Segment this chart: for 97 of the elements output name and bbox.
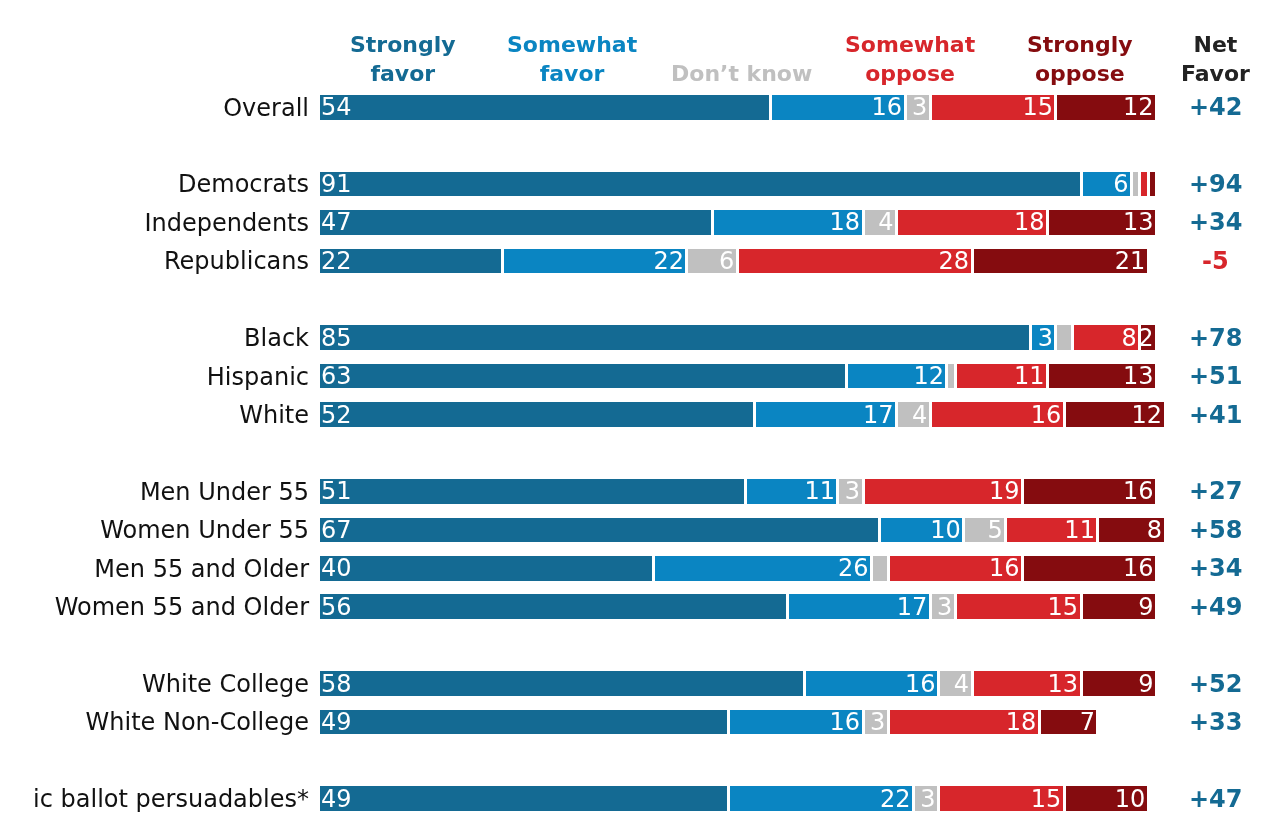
data-label: 13 xyxy=(1123,208,1154,237)
y-tick-label: Hispanic xyxy=(206,362,309,391)
text: +94 xyxy=(1189,170,1243,198)
text: +58 xyxy=(1189,516,1243,544)
text: +52 xyxy=(1189,670,1243,698)
data-label: 91 xyxy=(321,170,352,199)
data-label: 18 xyxy=(1014,208,1045,237)
text: +34 xyxy=(1189,208,1243,236)
text: -5 xyxy=(1202,247,1229,275)
text: +42 xyxy=(1189,93,1243,121)
data-label: 22 xyxy=(879,784,911,813)
data-label: 63 xyxy=(321,362,352,391)
data-label: 15 xyxy=(1030,784,1062,813)
data-label: 51 xyxy=(321,477,352,506)
data-label: 3 xyxy=(844,477,861,506)
data-label: 16 xyxy=(871,93,903,122)
data-label: 6 xyxy=(1113,170,1129,199)
data-label: 17 xyxy=(863,400,894,429)
text: +47 xyxy=(1189,785,1243,813)
data-label: 3 xyxy=(911,93,928,122)
y-tick-label: Republicans xyxy=(164,247,309,276)
data-label: 67 xyxy=(321,515,352,544)
data-label: 19 xyxy=(988,477,1020,506)
data-label: 18 xyxy=(829,208,861,237)
data-label: 7 xyxy=(1079,707,1095,736)
data-label: 8 xyxy=(1146,515,1162,544)
y-tick-label: White Non-College xyxy=(85,708,309,737)
data-label: 15 xyxy=(1047,592,1079,621)
data-label: 28 xyxy=(938,246,970,275)
data-label: 11 xyxy=(804,477,835,506)
data-label: 16 xyxy=(988,554,1020,583)
data-label: 13 xyxy=(1123,362,1154,391)
data-label: 5 xyxy=(987,515,1003,544)
y-tick-label: Men Under 55 xyxy=(139,477,309,506)
data-label: 17 xyxy=(896,592,928,621)
data-label: 85 xyxy=(321,323,352,352)
series-label: Strongly oppose xyxy=(1027,32,1133,86)
data-label: 40 xyxy=(321,554,352,583)
text: Somewhat favor xyxy=(507,32,638,86)
data-label: 10 xyxy=(930,515,961,544)
data-label: 3 xyxy=(1037,323,1053,352)
y-tick-label: White College xyxy=(142,669,309,698)
data-label: 8 xyxy=(1121,323,1137,352)
data-label: 22 xyxy=(653,246,684,275)
data-label: 16 xyxy=(1123,554,1154,583)
data-label: 16 xyxy=(829,707,861,736)
data-label: 58 xyxy=(321,669,352,698)
series-label: Strongly favor xyxy=(350,32,456,86)
y-tick-label: Independents xyxy=(144,208,309,237)
data-label: 49 xyxy=(321,784,352,813)
y-tick-label: Overall xyxy=(223,93,309,122)
data-label: 12 xyxy=(1123,93,1154,122)
data-label: 3 xyxy=(920,784,936,813)
data-label: 3 xyxy=(937,592,953,621)
data-label: 26 xyxy=(837,554,869,583)
data-label: 15 xyxy=(1022,93,1053,122)
y-tick-label: Women Under 55 xyxy=(100,516,309,545)
data-label: 6 xyxy=(719,246,735,275)
data-label: 13 xyxy=(1047,669,1079,698)
text: +51 xyxy=(1189,362,1243,390)
text: Don’t know xyxy=(671,61,813,86)
data-label: 52 xyxy=(321,400,352,429)
series-label: Somewhat oppose xyxy=(845,32,976,86)
data-label: 16 xyxy=(905,669,936,698)
y-tick-label: Men 55 and Older xyxy=(94,554,310,583)
data-label: 11 xyxy=(1064,515,1095,544)
data-label: 56 xyxy=(321,592,352,621)
data-label: 11 xyxy=(1014,362,1045,391)
data-label: 22 xyxy=(321,246,352,275)
data-label: 47 xyxy=(321,208,352,237)
text: +27 xyxy=(1189,477,1243,505)
data-label: 9 xyxy=(1138,669,1154,698)
y-tick-label: ic ballot persuadables* xyxy=(33,785,309,814)
data-label: 12 xyxy=(913,362,944,391)
data-label: 4 xyxy=(911,400,928,429)
text: +34 xyxy=(1189,554,1243,582)
data-label: 4 xyxy=(878,208,894,237)
text: +41 xyxy=(1189,401,1243,429)
y-tick-label: White xyxy=(239,400,309,429)
data-label: 21 xyxy=(1114,246,1146,275)
text: +33 xyxy=(1189,708,1243,736)
data-label: 18 xyxy=(1005,707,1037,736)
text: Net Favor xyxy=(1181,32,1251,86)
text: +49 xyxy=(1189,593,1243,621)
data-label: 49 xyxy=(321,707,352,736)
data-label: 4 xyxy=(953,669,970,698)
data-label: 16 xyxy=(1123,477,1154,506)
y-tick-label: Black xyxy=(244,324,310,353)
y-tick-label: Women 55 and Older xyxy=(54,593,310,622)
data-label: 9 xyxy=(1138,592,1154,621)
data-label: 10 xyxy=(1114,784,1146,813)
text: +78 xyxy=(1189,324,1243,352)
data-label: 12 xyxy=(1131,400,1162,429)
data-label: 54 xyxy=(321,93,352,122)
data-label: 3 xyxy=(869,707,886,736)
y-tick-label: Democrats xyxy=(178,170,309,199)
data-label: 16 xyxy=(1030,400,1062,429)
